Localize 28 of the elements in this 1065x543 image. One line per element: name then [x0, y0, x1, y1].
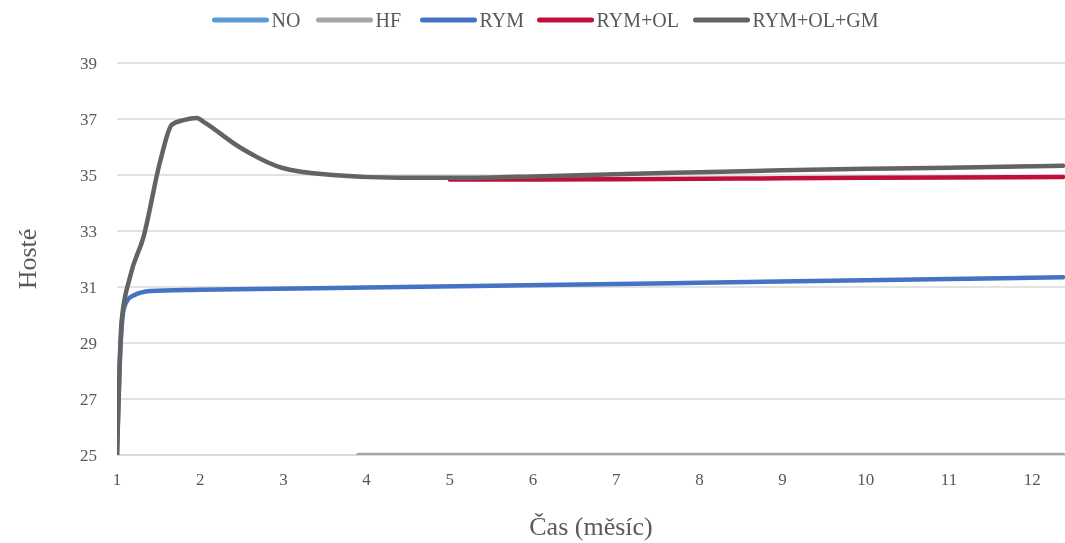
legend-label: NO — [271, 9, 301, 31]
y-tick-label: 37 — [80, 109, 98, 129]
x-tick-label: 6 — [528, 470, 538, 489]
x-tick-label: 11 — [940, 470, 958, 489]
legend-label: HF — [375, 9, 402, 31]
x-tick-label: 10 — [857, 470, 875, 489]
x-tick-label: 9 — [778, 470, 787, 489]
y-tick-label: 27 — [80, 389, 98, 409]
y-axis-title: Hosté — [13, 228, 42, 290]
line-series — [117, 115, 1065, 455]
x-tick-label: 3 — [279, 470, 288, 489]
x-tick-label: 5 — [445, 470, 455, 489]
y-tick-label: 39 — [80, 53, 97, 73]
legend-label: RYM — [479, 9, 525, 31]
y-tick-label: 31 — [80, 277, 97, 297]
x-tick-label: 12 — [1023, 470, 1041, 489]
y-tick-label: 33 — [80, 221, 97, 241]
x-tick-label: 2 — [195, 470, 205, 489]
y-tick-label: 25 — [80, 445, 97, 465]
x-tick-label: 1 — [112, 470, 122, 489]
x-axis-title: Čas (měsíc) — [529, 512, 653, 541]
x-tick-label: 7 — [611, 470, 621, 489]
y-tick-label: 29 — [80, 333, 97, 353]
x-tick-label: 8 — [695, 470, 704, 489]
x-tick-label: 4 — [362, 470, 372, 489]
y-tick-label: 35 — [80, 165, 97, 185]
legend-label: RYM+OL+GM — [752, 9, 879, 31]
legend-label: RYM+OL — [596, 9, 679, 31]
